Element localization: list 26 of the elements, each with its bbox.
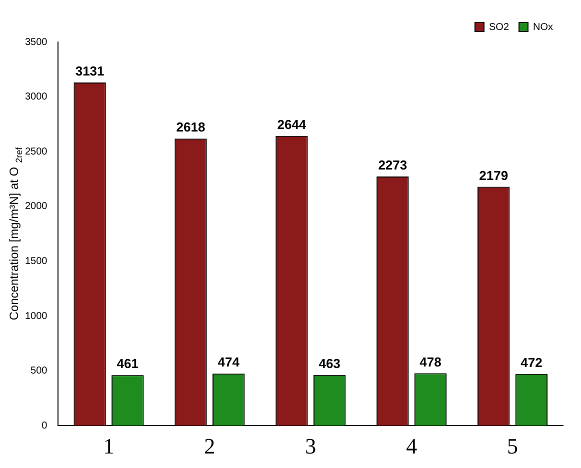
data-label: 461 (116, 356, 138, 372)
y-axis-title: Concentration [mg/m³N] at O2ref (7, 146, 24, 320)
x-tick-label: 1 (103, 434, 114, 459)
data-label: 2618 (176, 120, 206, 135)
y-tick-label: 2000 (24, 201, 48, 212)
data-label: 474 (218, 354, 240, 370)
x-tick-label: 2 (204, 434, 216, 459)
data-label: 2273 (378, 158, 408, 173)
y-tick-label: 3500 (24, 36, 48, 48)
y-tick-label: 500 (30, 366, 48, 377)
data-label: 472 (520, 354, 542, 370)
y-tick-label: 3000 (24, 92, 48, 103)
y-tick-label: 1500 (24, 256, 48, 267)
y-tick-label: 2500 (24, 146, 48, 158)
legend-label: SO2 (488, 22, 510, 33)
data-label: 478 (420, 354, 442, 370)
x-tick-label: 5 (507, 434, 518, 459)
data-label: 3131 (75, 64, 104, 79)
x-tick-label: 3 (305, 434, 316, 459)
y-tick-label: 0 (42, 420, 48, 432)
data-label: 463 (318, 356, 340, 371)
x-tick-label: 4 (406, 434, 418, 459)
data-label: 2644 (277, 116, 307, 132)
data-label: 2179 (479, 168, 508, 183)
legend-label: NOx (533, 22, 553, 33)
y-tick-label: 1000 (24, 310, 48, 322)
